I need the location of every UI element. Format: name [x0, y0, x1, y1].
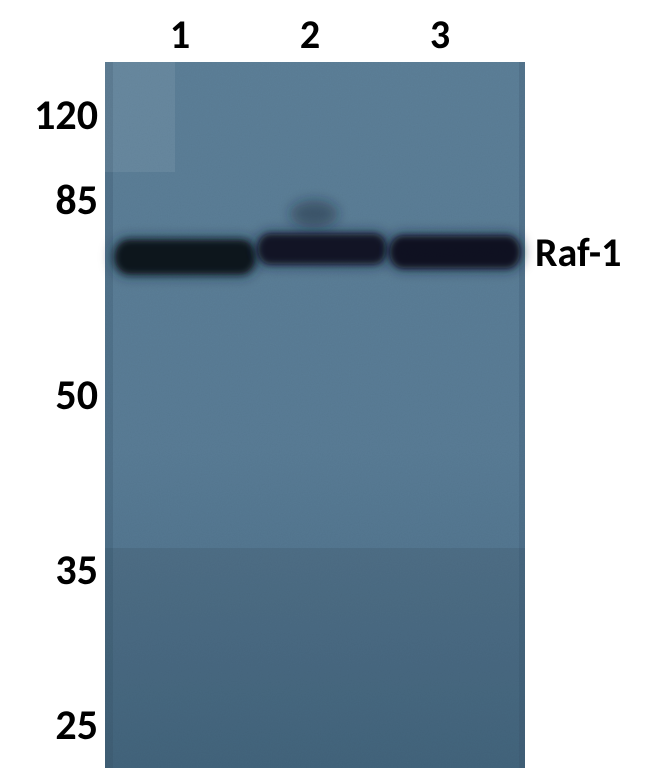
protein-label: Raf-1	[535, 228, 621, 277]
mw-label-25: 25	[3, 700, 98, 751]
mw-label-35: 35	[3, 545, 98, 596]
mw-label-85: 85	[3, 175, 98, 226]
mw-label-120: 120	[3, 90, 98, 141]
lane-label-1: 1	[160, 10, 200, 59]
lane-label-3: 3	[420, 10, 460, 59]
mw-label-50: 50	[3, 370, 98, 421]
figure-container: 1 2 3 120 85 50 35 25 Raf-1	[0, 0, 650, 768]
lane-label-2: 2	[290, 10, 330, 59]
blot-membrane	[105, 62, 525, 768]
